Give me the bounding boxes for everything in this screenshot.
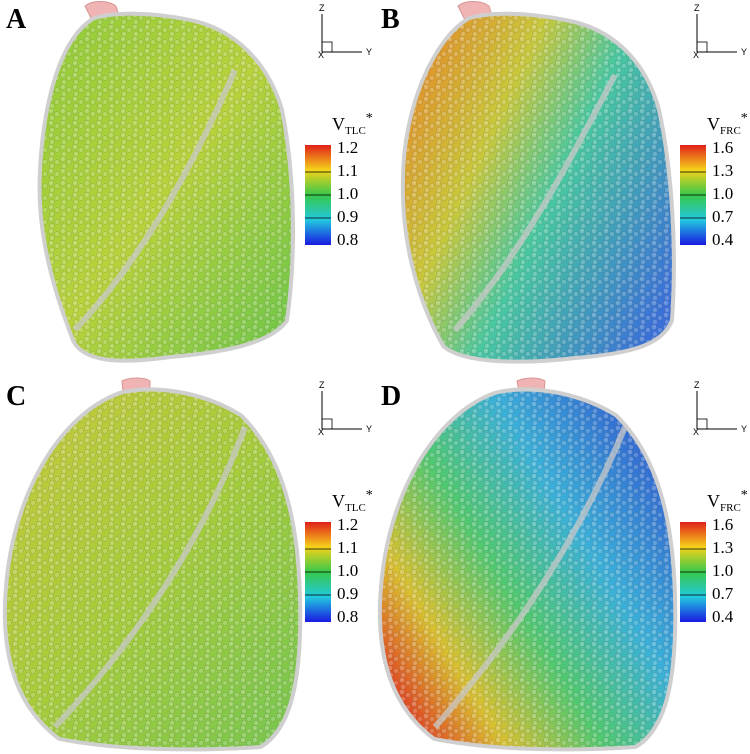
colorbar-tick-label: 0.7 — [712, 207, 734, 226]
title-sub: TLC — [345, 125, 366, 137]
panel-label: D — [381, 381, 401, 412]
colorbar-tick-label: 0.8 — [337, 607, 358, 626]
axis-box — [321, 41, 333, 53]
colorbar-tick-label: 0.9 — [337, 207, 358, 226]
axis-z-label: Z — [319, 3, 325, 13]
title-sub: FRC — [720, 502, 741, 514]
colorbar-title: VTLC* — [332, 111, 373, 137]
axis-x-label: X — [693, 427, 699, 437]
colorbar-title: VTLC* — [332, 488, 373, 514]
colorbar-tick-label: 1.0 — [337, 184, 358, 203]
colorbar-tick-label: 1.1 — [337, 161, 358, 180]
axis-box — [696, 418, 708, 430]
axis-z-label: Z — [694, 380, 700, 390]
axis-x-label: X — [318, 50, 324, 60]
fissure — [72, 68, 238, 333]
colorbar-tick-label: 0.7 — [712, 584, 734, 603]
colorbar-tick-label: 1.0 — [337, 561, 358, 580]
colorbar-tick-label: 1.3 — [712, 161, 733, 180]
colorbar-tick-label: 1.0 — [712, 561, 733, 580]
axis-y-label: Y — [741, 47, 747, 57]
axis-box — [696, 41, 708, 53]
title-sub: FRC — [720, 125, 741, 137]
title-sub: TLC — [345, 502, 366, 514]
colorbar-title: VFRC* — [707, 488, 748, 514]
fissure — [452, 73, 618, 332]
title-base: V — [707, 114, 720, 134]
axis-z-label: Z — [694, 3, 700, 13]
panel-label: C — [6, 381, 26, 412]
axis-x-label: X — [318, 427, 324, 437]
fissure — [432, 425, 628, 729]
lung-dots — [381, 391, 674, 748]
colorbar-title: VFRC* — [707, 111, 748, 137]
title-base: V — [707, 491, 720, 511]
axis-x-label: X — [693, 50, 699, 60]
title-sup: * — [366, 111, 373, 126]
panel-label: B — [381, 4, 400, 35]
colorbar-tick-label: 1.3 — [712, 538, 733, 557]
title-sup: * — [741, 488, 748, 503]
lung-dots — [6, 391, 299, 748]
colorbar-tick-label: 1.6 — [712, 515, 733, 534]
axis-z-label: Z — [319, 380, 325, 390]
colorbar-tick-label: 0.8 — [337, 230, 358, 249]
colorbar-tick-label: 0.9 — [337, 584, 358, 603]
axis-y-label: Y — [741, 424, 747, 434]
colorbar-tick-label: 1.1 — [337, 538, 358, 557]
lung-dots — [41, 15, 292, 359]
title-sup: * — [366, 488, 373, 503]
title-base: V — [332, 491, 345, 511]
colorbar-tick-label: 0.4 — [712, 230, 734, 249]
colorbar-tick-label: 1.6 — [712, 138, 733, 157]
fissure — [52, 425, 248, 730]
title-sup: * — [741, 111, 748, 126]
colorbar-tick-label: 0.4 — [712, 607, 734, 626]
title-base: V — [332, 114, 345, 134]
colorbar-tick-label: 1.0 — [712, 184, 733, 203]
panel-label: A — [6, 4, 27, 35]
colorbar-tick-label: 1.2 — [337, 515, 358, 534]
axis-box — [321, 418, 333, 430]
lung-dots — [404, 15, 672, 360]
axis-y-label: Y — [366, 424, 372, 434]
axis-y-label: Y — [366, 47, 372, 57]
colorbar-tick-label: 1.2 — [337, 138, 358, 157]
